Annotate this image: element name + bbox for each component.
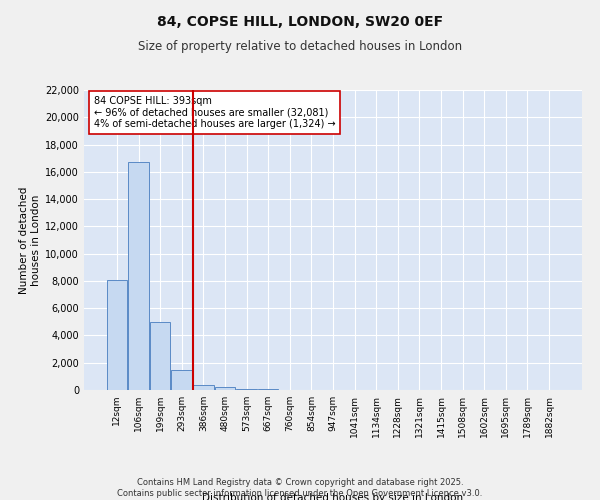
Bar bbox=[258, 389, 278, 390]
Bar bbox=[172, 370, 192, 390]
Bar bbox=[215, 388, 235, 390]
Bar bbox=[128, 162, 149, 390]
X-axis label: Distribution of detached houses by size in London: Distribution of detached houses by size … bbox=[202, 492, 464, 500]
Text: 84, COPSE HILL, LONDON, SW20 0EF: 84, COPSE HILL, LONDON, SW20 0EF bbox=[157, 15, 443, 29]
Bar bbox=[150, 322, 170, 390]
Y-axis label: Number of detached
houses in London: Number of detached houses in London bbox=[19, 186, 41, 294]
Bar bbox=[236, 388, 257, 390]
Text: Size of property relative to detached houses in London: Size of property relative to detached ho… bbox=[138, 40, 462, 53]
Bar bbox=[193, 384, 214, 390]
Text: 84 COPSE HILL: 393sqm
← 96% of detached houses are smaller (32,081)
4% of semi-d: 84 COPSE HILL: 393sqm ← 96% of detached … bbox=[94, 96, 335, 129]
Bar bbox=[107, 280, 127, 390]
Text: Contains HM Land Registry data © Crown copyright and database right 2025.
Contai: Contains HM Land Registry data © Crown c… bbox=[118, 478, 482, 498]
